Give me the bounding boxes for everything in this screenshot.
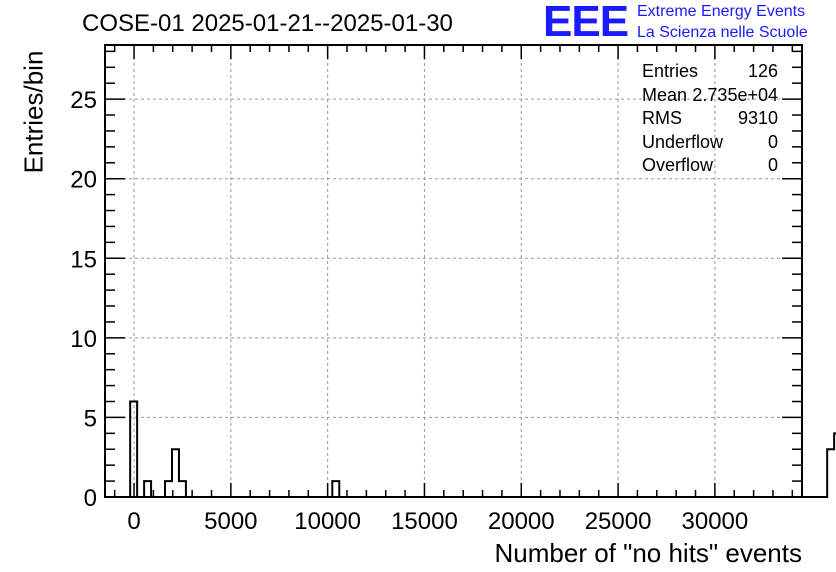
stat-label: Underflow (642, 131, 724, 152)
stat-row-entries: Entries 126 (642, 60, 780, 84)
axis-ticks (105, 45, 802, 498)
stat-row-overflow: Overflow 0 (642, 154, 780, 178)
stat-label: RMS (642, 108, 682, 128)
stat-value: 2.735e+04 (692, 84, 778, 105)
y-tick-label: 25 (70, 87, 97, 114)
chart-title: COSE-01 2025-01-21--2025-01-30 (82, 10, 453, 37)
x-tick-label: 15000 (391, 508, 458, 535)
stats-box: Entries 126 Mean 2.735e+04 RMS 9310 Unde… (642, 60, 780, 178)
x-tick-label: 25000 (585, 508, 652, 535)
stat-row-underflow: Underflow 0 (642, 131, 780, 155)
logo-text-line2: La Scienza nelle Scuole (637, 24, 808, 41)
stat-label: Entries (642, 61, 699, 81)
y-tick-label: 0 (84, 485, 97, 512)
y-tick-label: 5 (84, 405, 97, 432)
x-tick-label: 30000 (682, 508, 749, 535)
x-tick-label: 20000 (488, 508, 555, 535)
x-tick-label: 0 (127, 508, 140, 535)
x-tick-label: 10000 (294, 508, 361, 535)
stat-value: 126 (747, 61, 778, 81)
stat-value: 0 (767, 155, 778, 175)
stat-label: Mean (642, 84, 688, 105)
y-tick-label: 15 (70, 246, 97, 273)
stat-value: 9310 (737, 108, 778, 128)
tick-labels: 0 5000 10000 15000 20000 25000 30000 0 5 10 15 20 25 (70, 87, 748, 535)
grid-lines (105, 45, 802, 497)
stat-label: Overflow (642, 155, 714, 175)
eee-logo: EEE (543, 0, 629, 46)
stat-row-rms: RMS 9310 (642, 107, 780, 131)
logo-text-line1: Extreme Energy Events (637, 3, 806, 20)
stat-row-mean: Mean 2.735e+04 (642, 84, 780, 108)
x-tick-label: 5000 (204, 508, 257, 535)
y-tick-label: 20 (70, 167, 97, 194)
stat-value: 0 (767, 131, 778, 152)
plot-frame (104, 44, 803, 498)
x-axis-label: Number of "no hits" events (494, 538, 803, 568)
y-tick-label: 10 (70, 326, 97, 353)
